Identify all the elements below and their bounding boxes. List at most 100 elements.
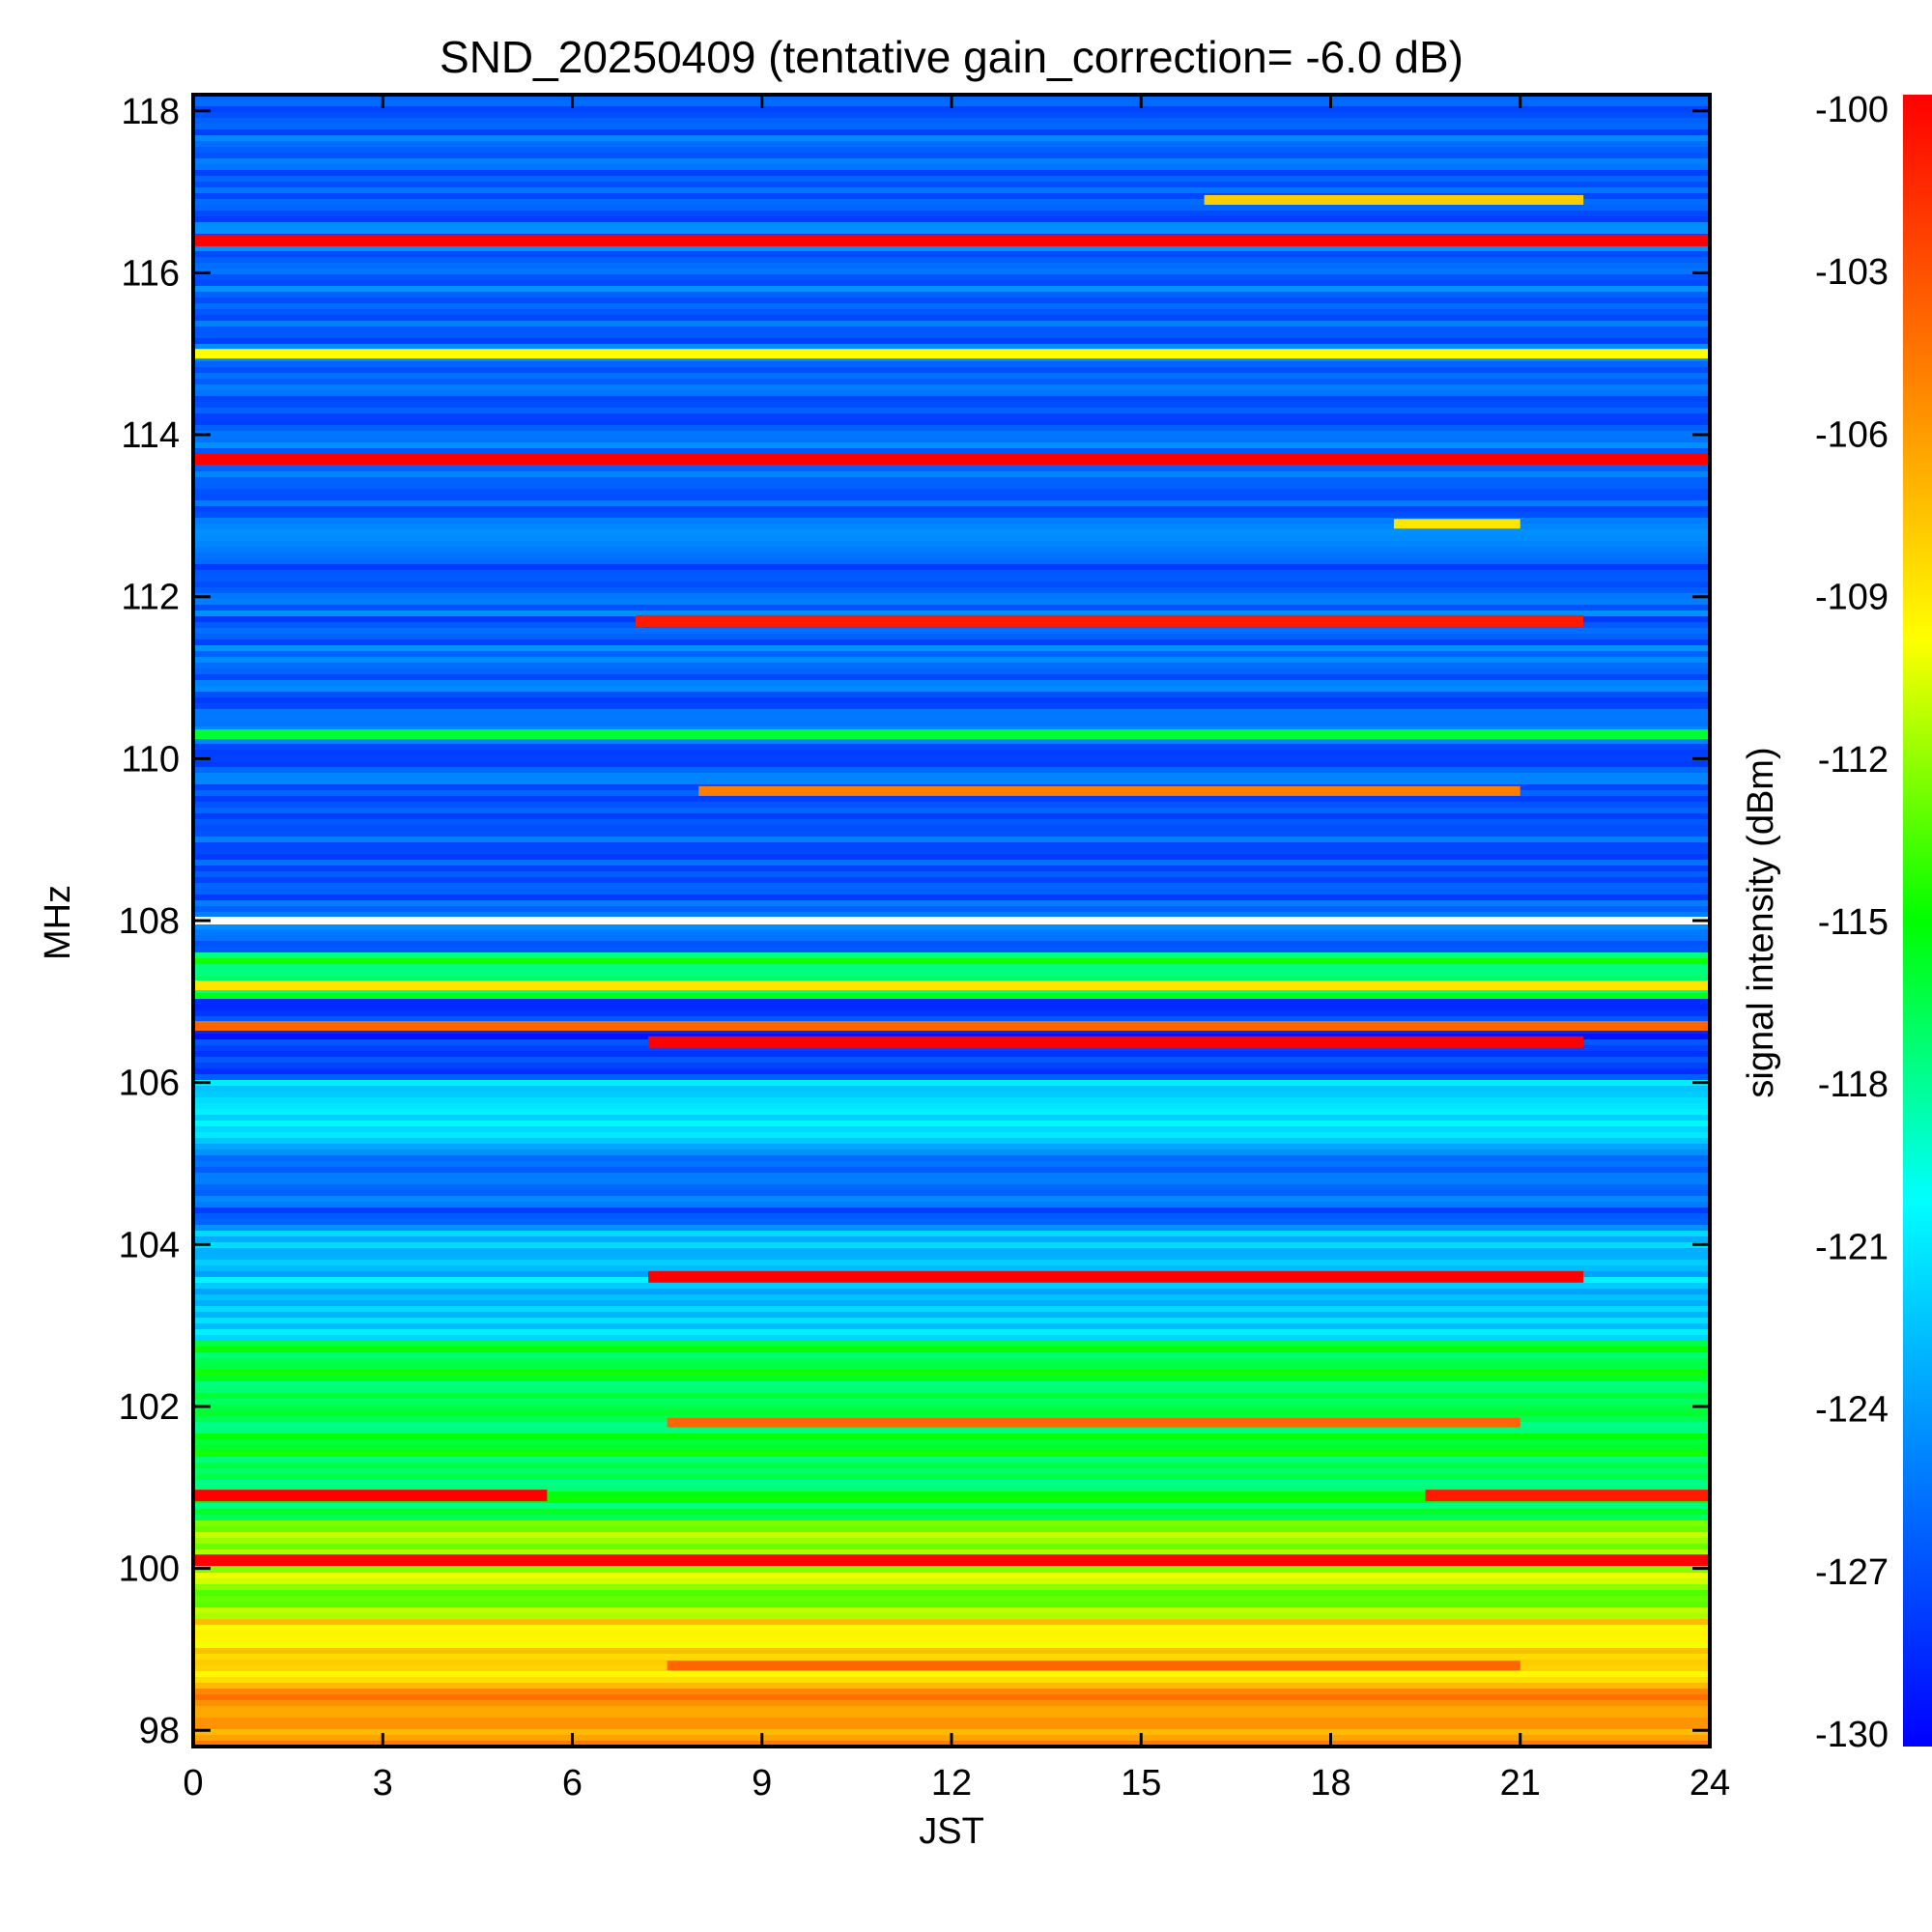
heatmap-row: [193, 182, 1710, 188]
heatmap-row: [193, 987, 1710, 994]
heatmap-row: [193, 1718, 1710, 1724]
heatmap-row: [193, 1236, 1710, 1243]
heatmap-row: [193, 900, 1710, 907]
x-axis-title: JST: [919, 1811, 984, 1852]
heatmap-row: [193, 245, 1710, 252]
x-tick-label: 18: [1310, 1763, 1350, 1804]
heatmap-row: [193, 1138, 1710, 1145]
heatmap-row: [193, 1648, 1710, 1655]
heatmap-row: [193, 379, 1710, 385]
heatmap-row: [193, 280, 1710, 287]
heatmap-row: [193, 773, 1710, 780]
heatmap-row: [193, 831, 1710, 838]
heatmap-row: [193, 1190, 1710, 1197]
heatmap-row: [193, 1005, 1710, 1011]
heatmap-row: [193, 605, 1710, 611]
heatmap-row: [193, 1219, 1710, 1226]
heatmap-row: [193, 599, 1710, 606]
heatmap-row: [193, 1723, 1710, 1730]
heatmap-row: [193, 1306, 1710, 1313]
heatmap-row: [193, 1179, 1710, 1185]
heatmap-row: [193, 1445, 1710, 1452]
heatmap-row: [193, 1503, 1710, 1510]
heatmap-row: [193, 442, 1710, 449]
x-tick-label: 24: [1690, 1763, 1730, 1804]
heatmap-row: [193, 1063, 1710, 1069]
y-tick-label: 110: [121, 739, 180, 780]
heatmap-row: [193, 1631, 1710, 1637]
heatmap-row: [193, 158, 1710, 165]
heatmap-row: [193, 1364, 1710, 1371]
heatmap-row: [193, 471, 1710, 478]
heatmap-row: [193, 1086, 1710, 1093]
heatmap-row: [193, 611, 1710, 617]
heatmap-row: [193, 819, 1710, 826]
colorbar-tick-label: -130: [1815, 1715, 1889, 1755]
heatmap-row: [193, 1161, 1710, 1168]
heatmap-row: [193, 941, 1710, 948]
heatmap-row: [193, 1625, 1710, 1632]
signal-strip: [193, 729, 1710, 740]
heatmap-row: [193, 1694, 1710, 1701]
heatmap-row: [193, 912, 1710, 919]
x-tick-label: 12: [931, 1763, 972, 1804]
heatmap-row: [193, 402, 1710, 409]
heatmap-row: [193, 1097, 1710, 1104]
heatmap-row: [193, 541, 1710, 548]
heatmap-row: [193, 164, 1710, 171]
heatmap-row: [193, 1300, 1710, 1307]
heatmap-row: [193, 1399, 1710, 1406]
heatmap-row: [193, 1596, 1710, 1603]
heatmap-row: [193, 1671, 1710, 1678]
heatmap-row: [193, 524, 1710, 530]
heatmap-row: [193, 1578, 1710, 1585]
heatmap-row: [193, 1312, 1710, 1319]
heatmap-row: [193, 1544, 1710, 1550]
heatmap-row: [193, 147, 1710, 154]
heatmap-row: [193, 124, 1710, 130]
heatmap-row: [193, 1602, 1710, 1608]
heatmap-row: [193, 628, 1710, 635]
heatmap-row: [193, 1370, 1710, 1377]
heatmap-row: [193, 1126, 1710, 1133]
heatmap-row: [193, 1092, 1710, 1098]
heatmap-row: [193, 564, 1710, 571]
y-tick-label: 98: [139, 1711, 180, 1751]
heatmap-row: [193, 373, 1710, 380]
heatmap-row: [193, 477, 1710, 484]
heatmap-row: [193, 883, 1710, 890]
heatmap-row: [193, 483, 1710, 490]
y-axis-title: MHz: [38, 885, 78, 960]
heatmap-row: [193, 1636, 1710, 1643]
heatmap-row: [193, 657, 1710, 664]
heatmap-row: [193, 408, 1710, 414]
heatmap-row: [193, 1080, 1710, 1087]
x-tick-label: 0: [183, 1763, 203, 1804]
heatmap-row: [193, 634, 1710, 640]
heatmap-row: [193, 1457, 1710, 1463]
heatmap-row: [193, 813, 1710, 820]
heatmap-row: [193, 1619, 1710, 1626]
heatmap-row: [193, 848, 1710, 855]
colorbar-tick-label: -106: [1815, 414, 1889, 455]
heatmap-row: [193, 935, 1710, 942]
heatmap-row: [193, 1335, 1710, 1342]
y-tick-label: 116: [121, 253, 180, 294]
heatmap-row: [193, 1173, 1710, 1179]
heatmap-row: [193, 425, 1710, 432]
heatmap-row: [193, 251, 1710, 258]
heatmap-row: [193, 558, 1710, 565]
heatmap-row: [193, 1260, 1710, 1266]
heatmap-row: [193, 205, 1710, 212]
heatmap-row: [193, 1387, 1710, 1394]
heatmap-row: [193, 645, 1710, 652]
heatmap-row: [193, 721, 1710, 727]
heatmap-row: [193, 906, 1710, 913]
heatmap-row: [193, 1103, 1710, 1110]
heatmap-row: [193, 593, 1710, 600]
heatmap-row: [193, 1584, 1710, 1591]
heatmap-row: [193, 964, 1710, 971]
heatmap-row: [193, 1231, 1710, 1237]
heatmap-row: [193, 1486, 1710, 1492]
heatmap-row: [193, 860, 1710, 867]
